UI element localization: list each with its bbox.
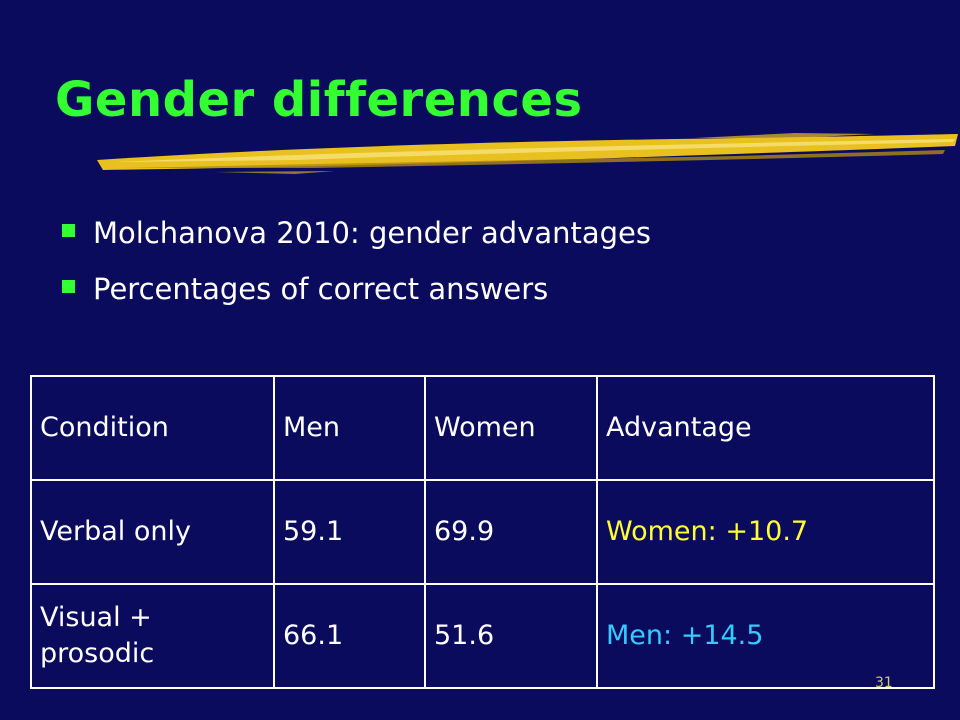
results-table: Condition Men Women Advantage Verbal onl… [30,375,935,689]
bullet-list: Molchanova 2010: gender advantages Perce… [62,205,651,317]
table-row: Visual + prosodic 66.1 51.6 Men: +14.5 [30,583,935,689]
cell-men: 59.1 [273,479,426,585]
square-bullet-icon [62,280,75,293]
bullet-text: Molchanova 2010: gender advantages [93,216,651,250]
square-bullet-icon [62,224,75,237]
header-women: Women [424,375,598,481]
bullet-text: Percentages of correct answers [93,272,549,306]
table-header-row: Condition Men Women Advantage [30,375,935,481]
cell-men: 66.1 [273,583,426,689]
cell-advantage: Men: +14.5 [596,583,935,689]
cell-condition: Visual + prosodic [30,583,275,689]
brush-stroke-decoration [97,133,958,174]
cell-women: 69.9 [424,479,598,585]
page-number: 31 [875,675,893,691]
header-advantage: Advantage [596,375,935,481]
slide-title: Gender differences [55,72,583,128]
bullet-item: Percentages of correct answers [62,261,651,317]
cell-condition: Verbal only [30,479,275,585]
header-condition: Condition [30,375,275,481]
bullet-item: Molchanova 2010: gender advantages [62,205,651,261]
cell-women: 51.6 [424,583,598,689]
table-row: Verbal only 59.1 69.9 Women: +10.7 [30,479,935,585]
cell-advantage: Women: +10.7 [596,479,935,585]
header-men: Men [273,375,426,481]
